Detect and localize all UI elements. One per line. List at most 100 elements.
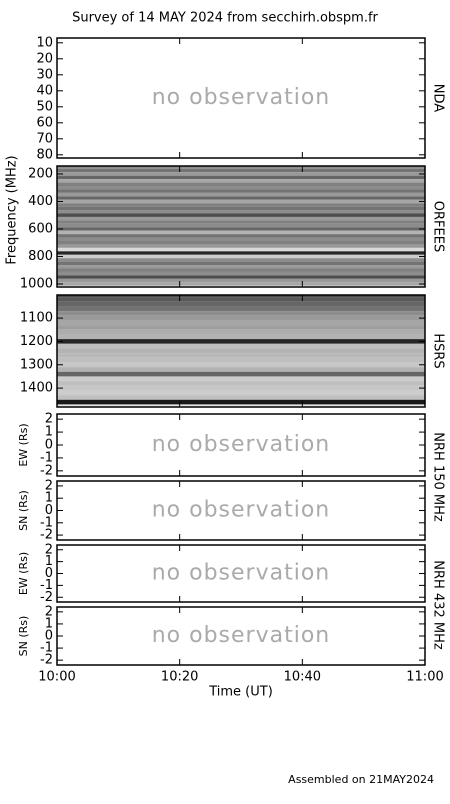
group-label: NRH 432 MHz	[431, 560, 446, 650]
y-tick-label: 2	[45, 412, 53, 427]
y-tick-label: 2	[45, 542, 53, 557]
y-tick-label: 70	[36, 131, 53, 146]
spectrum-band	[57, 395, 425, 400]
y-tick-label: 400	[28, 194, 53, 209]
spectrum-band	[57, 357, 425, 363]
y-tick-label: 40	[36, 83, 53, 98]
spectrum-band	[57, 203, 425, 207]
spectrum-band	[57, 376, 425, 382]
y-tick-label: 1	[45, 554, 53, 569]
y-tick-label: 1000	[20, 276, 53, 291]
spectrum-band	[57, 206, 425, 211]
panel-frame	[56, 165, 426, 288]
spectrum-band	[57, 216, 425, 221]
spectrum-band	[57, 271, 425, 276]
y-tick-label: 2	[45, 478, 53, 493]
spectrum-band	[57, 247, 425, 252]
y-tick-label: -1	[40, 578, 53, 593]
y-tick-label: 2	[45, 604, 53, 619]
y-tick-label: 1	[45, 425, 53, 440]
spectrum-band	[57, 213, 425, 217]
x-tick-label: 11:00	[406, 670, 443, 685]
x-tick-label: 10:40	[284, 670, 321, 685]
spectrum-band	[57, 390, 425, 396]
spectrum-band	[57, 258, 425, 262]
spectrum-band	[57, 168, 425, 173]
y-tick-label: 0	[45, 438, 53, 453]
y-tick-label: 80	[36, 147, 53, 162]
y-tick-label: 1100	[20, 311, 53, 326]
y-tick-label: 800	[28, 249, 53, 264]
spectrum-band	[57, 381, 425, 386]
y-tick-label: 0	[45, 629, 53, 644]
group-label: NRH 150 MHz	[431, 432, 446, 522]
panel-y-label: EW (Rs)	[17, 552, 30, 595]
spectrum-band	[57, 261, 425, 266]
footer: Assembled on 21MAY2024	[288, 773, 434, 786]
spectrum-band	[57, 196, 425, 200]
chart-title: Survey of 14 MAY 2024 from secchirh.obsp…	[72, 11, 378, 26]
spectrum-band	[57, 227, 425, 231]
y-tick-label: -1	[40, 450, 53, 465]
no-observation: no observation	[152, 498, 331, 523]
y-tick-label: 30	[36, 67, 53, 82]
no-observation: no observation	[152, 432, 331, 457]
spectrum-band	[57, 282, 425, 286]
spectrum-band	[57, 371, 425, 377]
panel-y-label: SN (Rs)	[17, 616, 30, 657]
y-tick-label: 1	[45, 616, 53, 631]
spectrum-band	[57, 385, 425, 391]
y-axis-label: Frequency (MHz)	[5, 155, 20, 264]
spectrum-band	[57, 311, 425, 316]
spectrum-band	[57, 404, 425, 407]
y-tick-label: 1400	[20, 381, 53, 396]
panel-name: HSRS	[431, 333, 446, 368]
spectrum-band	[57, 172, 425, 176]
y-tick-label: -2	[40, 590, 53, 605]
spectrum-band	[57, 186, 425, 190]
spectrum-band	[57, 179, 425, 183]
spectrum-band	[57, 399, 425, 405]
spectrum-band	[57, 223, 425, 228]
no-observation: no observation	[152, 85, 331, 110]
y-tick-label: 200	[28, 166, 53, 181]
spectrum-band	[57, 320, 425, 326]
spectrum-band	[57, 192, 425, 197]
x-tick-label: 10:20	[161, 670, 198, 685]
spectrum-band	[57, 343, 425, 349]
spectrum-band	[57, 199, 425, 204]
spectrum-band	[57, 297, 425, 302]
x-tick-label: 10:00	[38, 670, 75, 685]
spectrum-band	[57, 348, 425, 354]
y-tick-label: 1	[45, 491, 53, 506]
spectrum-band	[57, 237, 425, 242]
spectrum-band	[57, 325, 425, 330]
spectrum-band	[57, 367, 425, 372]
spectrum-band	[57, 329, 425, 335]
spectrum-band	[57, 334, 425, 340]
panel-name: NDA	[431, 84, 446, 113]
spectrum-band	[57, 210, 425, 214]
y-tick-label: 1200	[20, 334, 53, 349]
panel-frame	[56, 37, 426, 159]
spectrum-band	[57, 306, 425, 312]
x-axis-label: Time (UT)	[208, 685, 273, 700]
y-tick-label: 600	[28, 221, 53, 236]
spectrum-band	[57, 234, 425, 238]
y-tick-label: 60	[36, 115, 53, 130]
panel-frame	[56, 294, 426, 408]
spectrum-band	[57, 268, 425, 272]
spectrum-band	[57, 241, 425, 245]
spectrum-band	[57, 251, 425, 255]
spectrum-band	[57, 265, 425, 269]
spectrum-band	[57, 301, 425, 307]
spectrum-band	[57, 353, 425, 358]
y-tick-label: -1	[40, 515, 53, 530]
y-tick-label: 50	[36, 99, 53, 114]
spectrum-band	[57, 339, 425, 344]
spectrum-band	[57, 278, 425, 283]
y-tick-label: 1300	[20, 357, 53, 372]
y-tick-label: -2	[40, 463, 53, 478]
